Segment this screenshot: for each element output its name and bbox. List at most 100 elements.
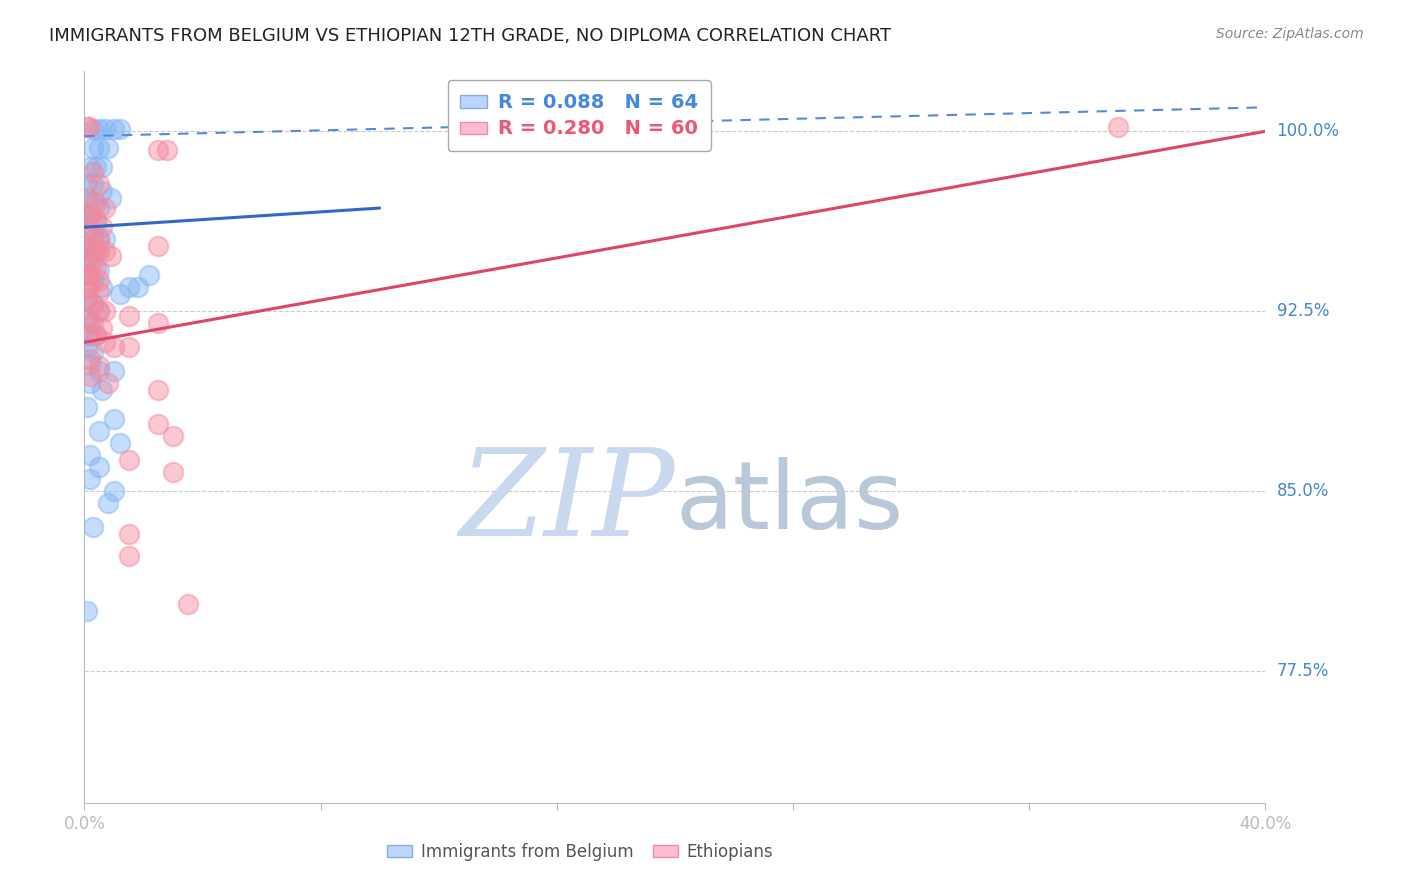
Point xyxy=(87,364,111,378)
Point xyxy=(84,328,107,343)
Point xyxy=(87,263,111,277)
Point xyxy=(1107,120,1129,134)
Point xyxy=(82,232,104,246)
Point xyxy=(76,268,98,283)
Point xyxy=(79,328,101,343)
Point xyxy=(148,417,170,431)
Point xyxy=(118,527,141,541)
Point xyxy=(148,316,170,330)
Point xyxy=(94,244,117,259)
Point xyxy=(103,483,125,498)
Point xyxy=(97,141,120,155)
Point xyxy=(118,280,141,294)
Point xyxy=(97,376,120,391)
Point xyxy=(76,604,98,618)
Point xyxy=(103,340,125,354)
Point xyxy=(76,191,98,205)
Point xyxy=(79,208,101,222)
Point xyxy=(79,280,101,294)
Point xyxy=(84,244,107,259)
Point xyxy=(82,244,104,259)
Point xyxy=(91,384,114,398)
Point xyxy=(76,311,98,326)
Point xyxy=(79,256,101,270)
Point xyxy=(94,122,117,136)
Point xyxy=(76,252,98,266)
Point xyxy=(79,352,101,367)
Point xyxy=(148,384,170,398)
Point xyxy=(82,122,104,136)
Point xyxy=(87,304,111,318)
Point xyxy=(87,201,111,215)
Point xyxy=(118,453,141,467)
Point xyxy=(82,297,104,311)
Point xyxy=(76,400,98,414)
Point xyxy=(84,260,107,275)
Point xyxy=(79,268,101,283)
Point xyxy=(127,280,149,294)
Point xyxy=(84,161,107,175)
Text: 100.0%: 100.0% xyxy=(1277,122,1340,140)
Point xyxy=(87,177,111,191)
Point xyxy=(76,239,98,253)
Point xyxy=(87,359,111,374)
Point xyxy=(76,225,98,239)
Point xyxy=(103,412,125,426)
Point xyxy=(94,232,117,246)
Point xyxy=(91,161,114,175)
Point xyxy=(82,520,104,534)
Text: 77.5%: 77.5% xyxy=(1277,662,1329,680)
Point xyxy=(87,122,111,136)
Point xyxy=(162,465,184,479)
Point xyxy=(82,165,104,179)
Text: atlas: atlas xyxy=(675,457,903,549)
Point xyxy=(87,232,111,246)
Point xyxy=(108,436,131,450)
Point xyxy=(100,249,122,263)
Text: IMMIGRANTS FROM BELGIUM VS ETHIOPIAN 12TH GRADE, NO DIPLOMA CORRELATION CHART: IMMIGRANTS FROM BELGIUM VS ETHIOPIAN 12T… xyxy=(49,27,891,45)
Point xyxy=(79,472,101,486)
Text: ZIP: ZIP xyxy=(460,444,675,562)
Point xyxy=(82,297,104,311)
Point xyxy=(82,177,104,191)
Text: Source: ZipAtlas.com: Source: ZipAtlas.com xyxy=(1216,27,1364,41)
Point xyxy=(100,191,122,205)
Point xyxy=(79,244,101,259)
Point xyxy=(76,120,98,134)
Point xyxy=(84,215,107,229)
Point xyxy=(76,292,98,306)
Point xyxy=(108,287,131,301)
Point xyxy=(79,448,101,462)
Point xyxy=(76,196,98,211)
Point xyxy=(138,268,160,283)
Point xyxy=(77,120,100,134)
Point xyxy=(76,220,98,235)
Point xyxy=(76,208,98,222)
Point xyxy=(82,316,104,330)
Point xyxy=(118,549,141,563)
Point xyxy=(82,345,104,359)
Point xyxy=(87,141,111,155)
Point xyxy=(94,201,117,215)
Point xyxy=(94,304,117,318)
Point xyxy=(87,273,111,287)
Point xyxy=(79,357,101,371)
Legend: Immigrants from Belgium, Ethiopians: Immigrants from Belgium, Ethiopians xyxy=(381,837,780,868)
Point xyxy=(84,213,107,227)
Point xyxy=(87,244,111,259)
Point xyxy=(76,177,98,191)
Point xyxy=(97,496,120,510)
Point xyxy=(87,304,111,318)
Point xyxy=(91,220,114,235)
Point xyxy=(91,184,114,198)
Point xyxy=(87,424,111,438)
Point xyxy=(87,285,111,299)
Point xyxy=(76,328,98,343)
Point xyxy=(94,335,117,350)
Point xyxy=(82,141,104,155)
Point xyxy=(91,280,114,294)
Point xyxy=(82,273,104,287)
Point xyxy=(84,328,107,343)
Point xyxy=(118,340,141,354)
Point xyxy=(79,368,101,383)
